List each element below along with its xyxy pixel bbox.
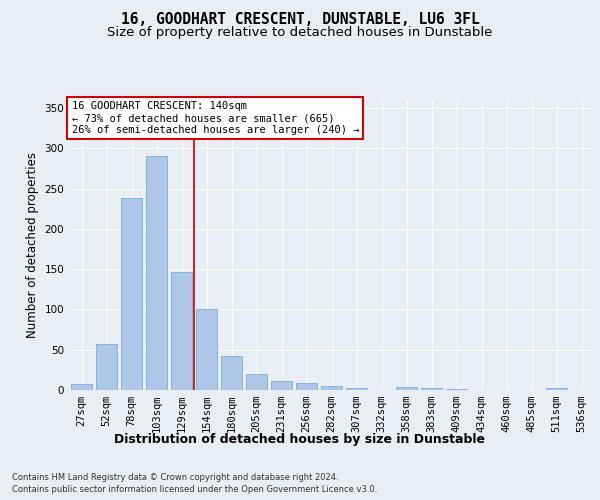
Bar [421,388,442,390]
Bar [546,388,567,390]
Text: Contains HM Land Registry data © Crown copyright and database right 2024.: Contains HM Land Registry data © Crown c… [12,472,338,482]
Bar [396,387,417,390]
Bar [271,381,292,390]
Text: Contains public sector information licensed under the Open Government Licence v3: Contains public sector information licen… [12,485,377,494]
Bar [171,272,192,390]
Bar [71,384,92,390]
Bar [296,383,317,390]
Bar [221,356,242,390]
Bar [196,310,217,390]
Text: Size of property relative to detached houses in Dunstable: Size of property relative to detached ho… [107,26,493,39]
Bar [146,156,167,390]
Bar [246,374,267,390]
Bar [346,388,367,390]
Text: 16, GOODHART CRESCENT, DUNSTABLE, LU6 3FL: 16, GOODHART CRESCENT, DUNSTABLE, LU6 3F… [121,12,479,28]
Bar [121,198,142,390]
Text: Distribution of detached houses by size in Dunstable: Distribution of detached houses by size … [115,432,485,446]
Bar [321,386,342,390]
Text: 16 GOODHART CRESCENT: 140sqm
← 73% of detached houses are smaller (665)
26% of s: 16 GOODHART CRESCENT: 140sqm ← 73% of de… [71,102,359,134]
Bar [96,344,117,390]
Bar [446,389,467,390]
Y-axis label: Number of detached properties: Number of detached properties [26,152,39,338]
